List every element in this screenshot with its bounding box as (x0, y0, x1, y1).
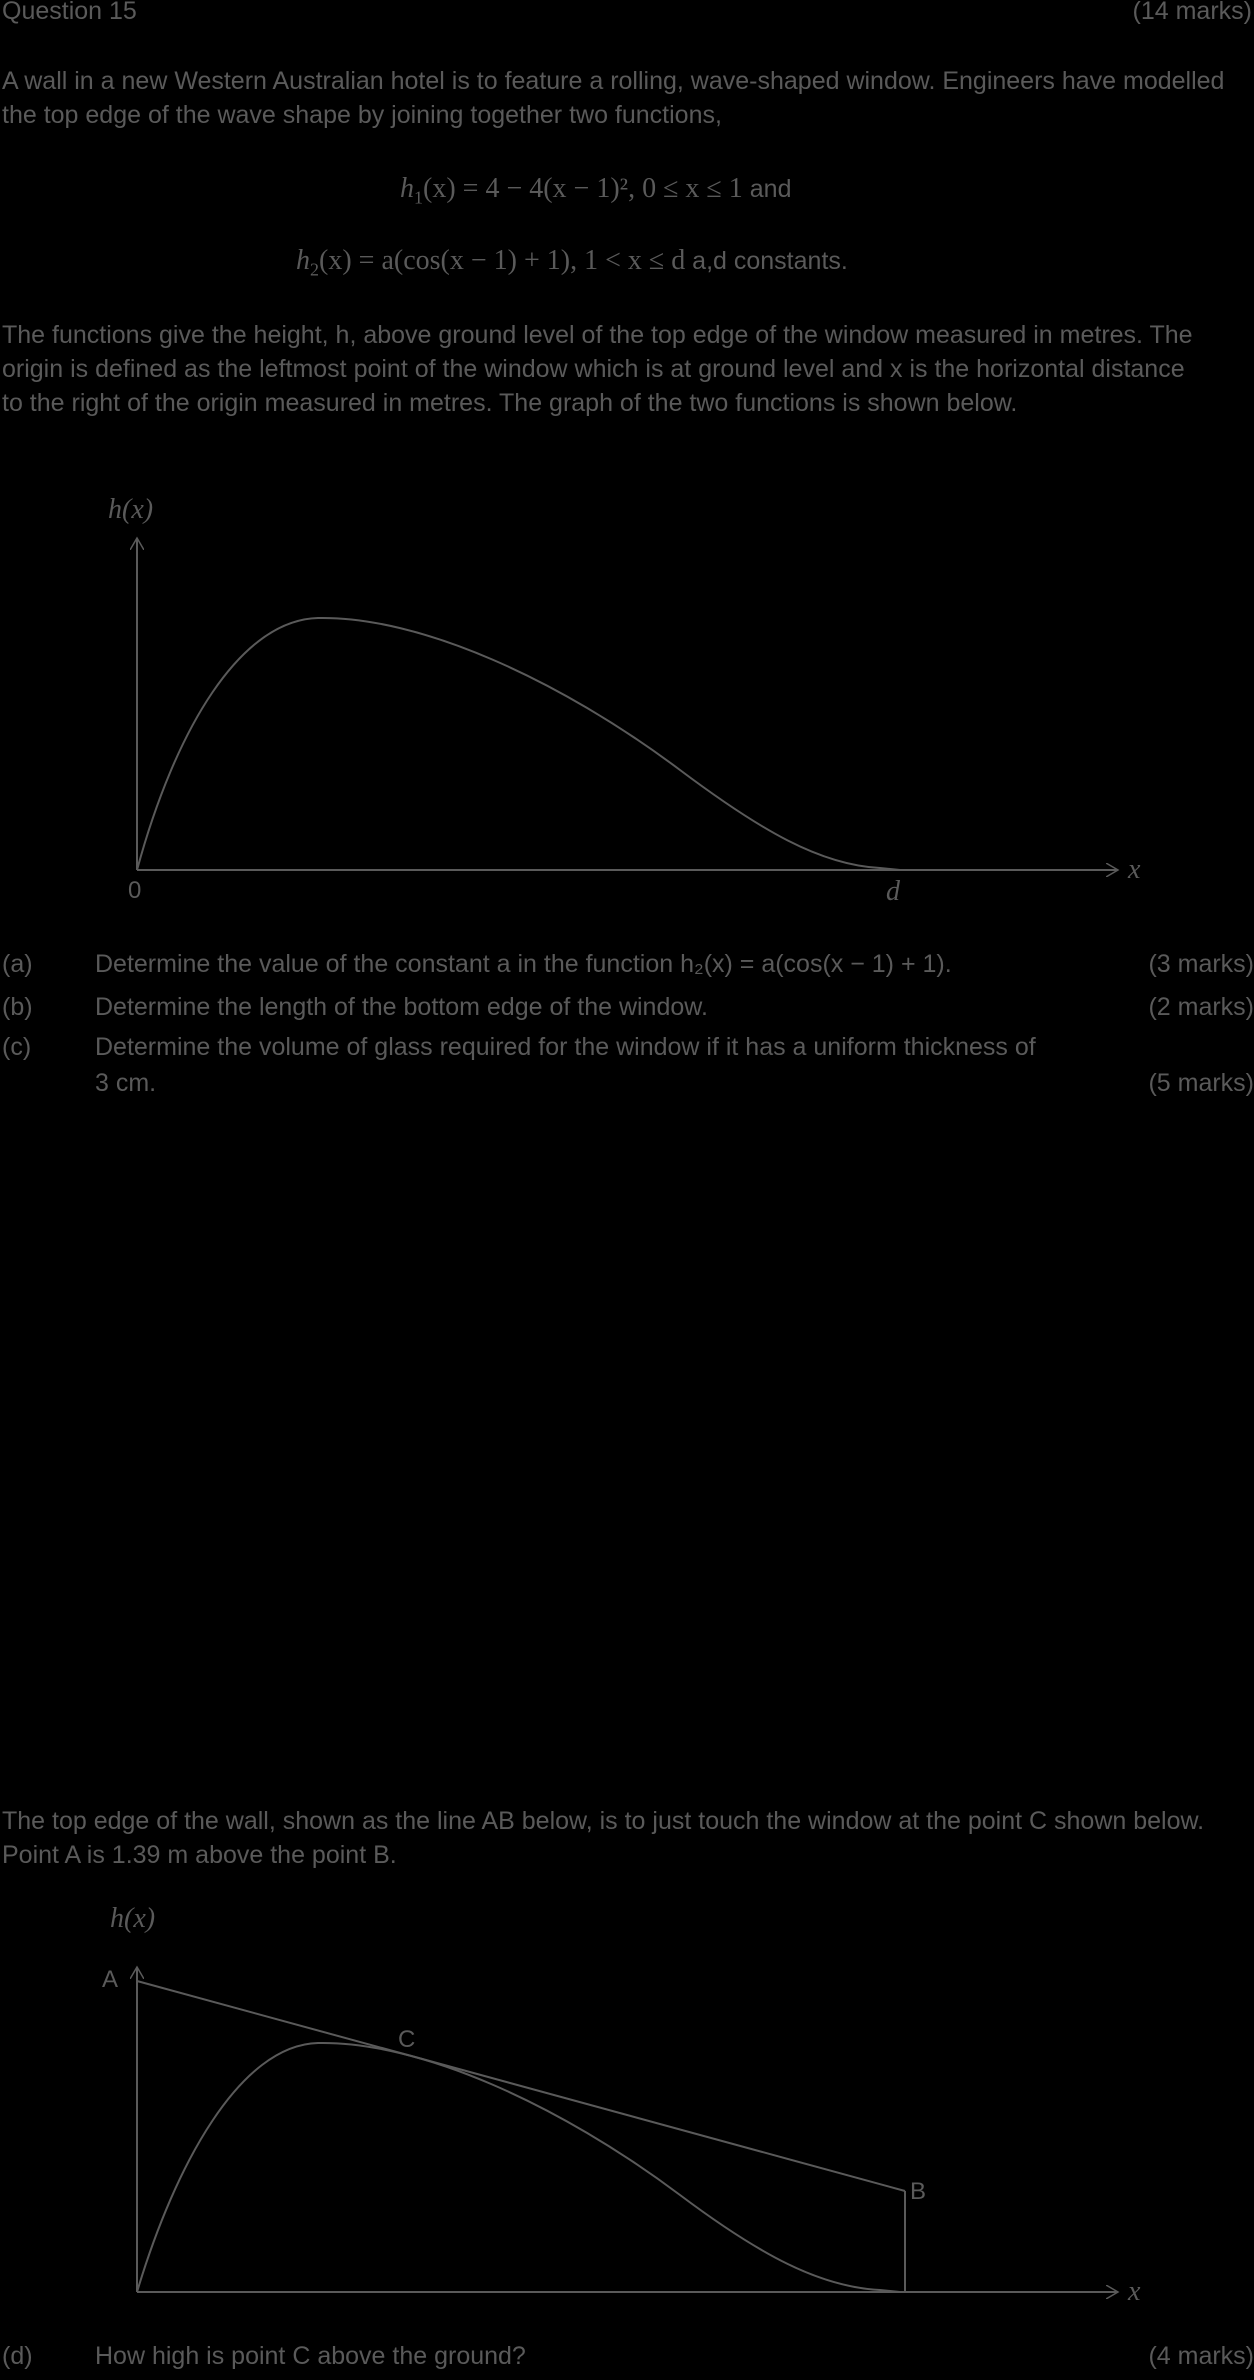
part-d-letter: (d) (2, 2342, 33, 2370)
point-a-label: A (102, 1966, 118, 1993)
y-axis-label-2: h(x) (110, 1903, 155, 1934)
eq2-rhs: (x) = a(cos(x − 1) + 1), 1 < x ≤ d (319, 245, 686, 276)
graph-wall-tangent: h(x) x A B C (102, 1903, 1141, 2307)
part-c: (c) Determine the volume of glass requir… (0, 1030, 1254, 1100)
window-curve (136, 616, 901, 871)
question-marks: (14 marks) (1132, 0, 1252, 25)
part-a-marks: (3 marks) (1148, 950, 1254, 978)
question-title: Question 15 (2, 0, 137, 25)
part-b-letter: (b) (2, 993, 33, 1021)
window-curve-2 (136, 2041, 901, 2293)
wall-description: The top edge of the wall, shown as the l… (2, 1807, 1205, 1869)
part-a-text: Determine the value of the constant a in… (95, 950, 952, 978)
point-c-label: C (398, 2026, 415, 2053)
graph-window-shape: h(x) x 0 d (108, 494, 1141, 907)
x-axis-label-2: x (1127, 2276, 1141, 2307)
part-b-text: Determine the length of the bottom edge … (95, 993, 708, 1021)
description-paragraph: The functions give the height, h, above … (2, 321, 1193, 417)
eq1-sub: 1 (414, 187, 423, 208)
part-c-text: Determine the volume of glass required f… (95, 1033, 1036, 1061)
eq1-suffix: and (742, 175, 792, 203)
part-c-letter: (c) (2, 1033, 32, 1061)
part-d-text: How high is point C above the ground? (95, 2342, 526, 2370)
equation-h2: h2(x) = a(cos(x − 1) + 1), 1 < x ≤ d a,d… (296, 244, 848, 287)
eq1-rhs: (x) = 4 − 4(x − 1)², 0 ≤ x ≤ 1 (423, 173, 743, 204)
eq2-lhs: h (296, 245, 310, 276)
part-b-marks: (2 marks) (1148, 993, 1254, 1021)
eq1-lhs: h (400, 173, 414, 204)
point-b-label: B (910, 2178, 926, 2205)
part-a-letter: (a) (2, 950, 33, 978)
eq2-suffix: a,d constants. (685, 247, 848, 275)
eq2-sub: 2 (310, 259, 319, 280)
part-c-marks: (5 marks) (1148, 1069, 1254, 1097)
line-ab (136, 1980, 906, 2192)
part-d-marks: (4 marks) (1148, 2342, 1254, 2370)
intro-paragraph: A wall in a new Western Australian hotel… (2, 67, 1225, 129)
d-label: d (886, 876, 901, 907)
equation-h1: h1(x) = 4 − 4(x − 1)², 0 ≤ x ≤ 1 and (400, 172, 791, 215)
part-c-text-2: 3 cm. (95, 1069, 157, 1097)
origin-label: 0 (128, 877, 141, 904)
x-axis-label: x (1127, 854, 1141, 885)
y-axis-label: h(x) (108, 494, 153, 525)
